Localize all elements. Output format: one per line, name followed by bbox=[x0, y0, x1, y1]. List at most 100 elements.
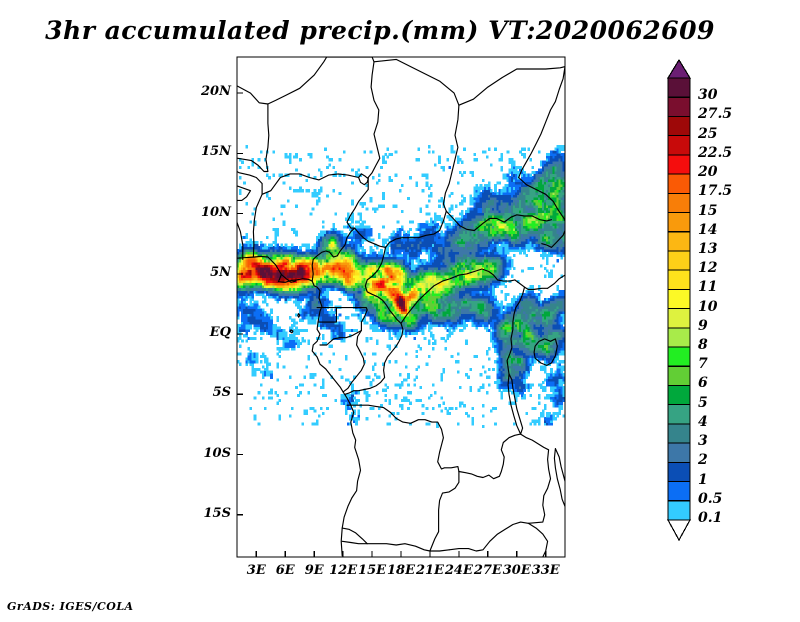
precip-cell bbox=[253, 318, 257, 322]
precip-cell bbox=[558, 342, 562, 346]
precip-cell bbox=[552, 310, 555, 315]
precip-cell bbox=[313, 321, 317, 325]
precip-cell bbox=[241, 308, 244, 312]
precip-cell bbox=[500, 386, 504, 390]
precip-cell bbox=[467, 292, 470, 296]
precip-cell bbox=[521, 349, 524, 353]
precip-cell bbox=[423, 313, 427, 317]
precip-cell bbox=[461, 321, 464, 325]
precip-cell bbox=[487, 290, 491, 294]
precip-cell bbox=[529, 362, 533, 366]
precip-cell bbox=[446, 316, 450, 320]
precip-cell bbox=[340, 398, 344, 403]
precip-cell bbox=[517, 323, 520, 328]
precip-cell bbox=[355, 300, 358, 304]
precip-cell bbox=[303, 305, 307, 309]
precip-cell bbox=[407, 383, 410, 387]
precip-cell bbox=[475, 292, 479, 296]
precip-cell bbox=[392, 282, 396, 286]
precip-cell bbox=[419, 272, 423, 276]
precip-cell bbox=[500, 329, 504, 333]
precip-cell bbox=[519, 331, 522, 335]
precip-cell bbox=[485, 349, 489, 353]
precip-cell bbox=[454, 316, 458, 320]
precip-cell bbox=[247, 323, 251, 328]
precip-cell bbox=[483, 321, 487, 325]
precip-cell bbox=[261, 373, 265, 377]
precip-cell bbox=[276, 261, 280, 265]
precip-cell bbox=[365, 303, 369, 307]
precip-cell bbox=[467, 285, 470, 289]
precip-cell bbox=[496, 367, 499, 372]
precip-cell bbox=[353, 292, 356, 296]
precip-cell bbox=[500, 277, 504, 281]
precip-cell bbox=[369, 290, 373, 294]
precip-cell bbox=[388, 321, 392, 325]
precip-cell bbox=[506, 266, 510, 271]
precip-cell bbox=[456, 310, 460, 315]
precip-cell bbox=[328, 344, 331, 348]
precip-cell bbox=[525, 310, 528, 315]
precip-cell bbox=[309, 279, 313, 284]
precip-cell bbox=[467, 300, 470, 304]
precip-cell bbox=[494, 308, 497, 312]
precip-cell bbox=[243, 259, 246, 263]
precip-cell bbox=[237, 266, 240, 271]
precip-cell bbox=[398, 383, 402, 387]
precip-cell bbox=[487, 310, 491, 315]
precip-cell bbox=[398, 277, 402, 281]
precip-cell bbox=[423, 285, 427, 289]
precip-cell bbox=[560, 344, 564, 348]
precip-cell bbox=[523, 303, 526, 307]
precip-cell bbox=[556, 313, 560, 317]
precip-cell bbox=[342, 261, 346, 265]
precip-cell bbox=[245, 297, 248, 302]
precip-cell bbox=[284, 292, 288, 296]
precip-cell bbox=[519, 362, 522, 366]
precip-cell bbox=[309, 292, 313, 296]
precip-cell bbox=[405, 287, 408, 291]
precip-cell bbox=[332, 287, 336, 291]
precip-cell bbox=[558, 331, 562, 335]
precip-cell bbox=[525, 362, 528, 366]
precip-cell bbox=[369, 279, 373, 284]
precip-cell bbox=[456, 323, 460, 328]
precip-cell bbox=[496, 380, 499, 385]
precip-cell bbox=[558, 313, 562, 317]
precip-cell bbox=[402, 308, 406, 312]
precip-cell bbox=[386, 329, 390, 333]
precip-cell bbox=[282, 272, 286, 276]
precip-cell bbox=[369, 303, 373, 307]
precip-cell bbox=[454, 326, 458, 330]
precip-cell bbox=[299, 290, 302, 294]
precip-cell bbox=[461, 305, 464, 309]
precip-cell bbox=[496, 336, 499, 341]
precip-cell bbox=[508, 354, 512, 359]
precip-cell bbox=[382, 266, 385, 271]
precip-cell bbox=[514, 313, 518, 317]
precip-cell bbox=[351, 282, 354, 286]
precip-cell bbox=[498, 316, 502, 320]
precip-cell bbox=[313, 292, 317, 296]
precip-cell bbox=[328, 287, 331, 291]
precip-cell bbox=[402, 272, 406, 276]
precip-cell bbox=[307, 269, 311, 273]
precip-cell bbox=[315, 266, 319, 271]
precip-cell bbox=[506, 303, 510, 307]
precip-cell bbox=[274, 326, 277, 330]
precip-cell bbox=[517, 393, 520, 397]
precip-cell bbox=[384, 383, 387, 387]
precip-cell bbox=[517, 305, 520, 309]
precip-cell bbox=[456, 259, 460, 263]
precip-cell bbox=[461, 297, 464, 302]
precip-cell bbox=[245, 264, 248, 268]
precip-cell bbox=[388, 305, 392, 309]
precip-cell bbox=[510, 321, 514, 325]
precip-cell bbox=[523, 383, 526, 387]
precip-cell bbox=[405, 334, 408, 338]
precip-cell bbox=[496, 386, 499, 390]
precip-cell bbox=[357, 269, 360, 273]
precip-cell bbox=[402, 329, 406, 333]
precip-cell bbox=[471, 292, 475, 296]
precip-cell bbox=[390, 285, 394, 289]
